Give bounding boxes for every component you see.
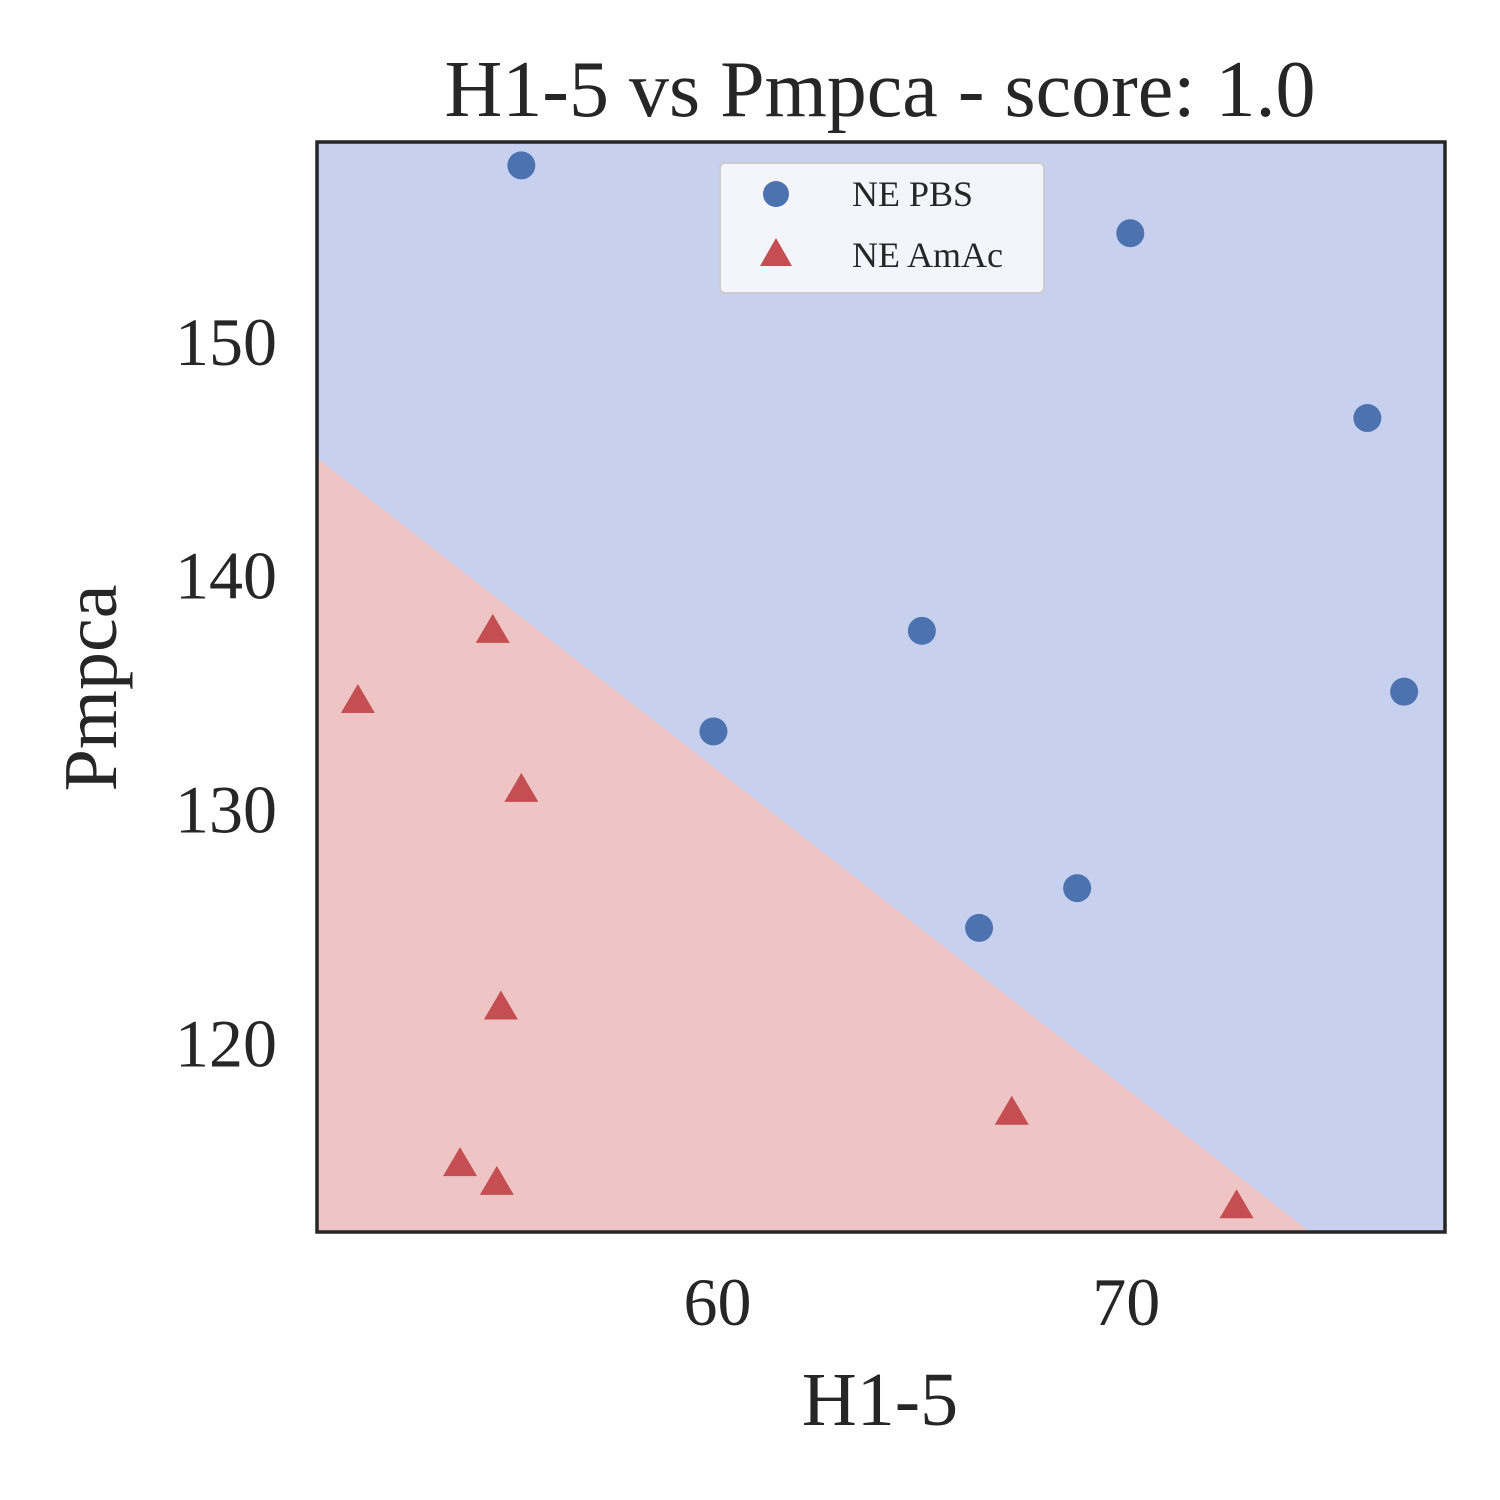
x-axis-ticks: 60 70 bbox=[684, 1264, 1161, 1340]
point-triangle-0 bbox=[340, 684, 375, 714]
chart-title: H1-5 vs Pmpca - score: 1.0 bbox=[445, 46, 1316, 134]
legend-marker-circle bbox=[763, 181, 789, 207]
plot-frame bbox=[315, 140, 1447, 1234]
y-axis-label: Pmpca bbox=[49, 585, 133, 792]
point-triangle-1 bbox=[475, 613, 510, 643]
x-tick-label-60: 60 bbox=[684, 1264, 752, 1340]
region-lower bbox=[317, 457, 1311, 1232]
y-tick-label-140: 140 bbox=[175, 538, 277, 614]
point-circle-6 bbox=[1063, 874, 1092, 903]
legend-label-series-1: NE PBS bbox=[852, 174, 973, 214]
point-triangle-2 bbox=[504, 772, 539, 802]
point-circle-2 bbox=[1353, 404, 1382, 433]
x-axis-label: H1-5 bbox=[802, 1358, 958, 1442]
point-triangle-4 bbox=[443, 1147, 478, 1177]
point-triangle-7 bbox=[1219, 1189, 1254, 1219]
legend-label-series-2: NE AmAc bbox=[852, 235, 1003, 275]
point-circle-5 bbox=[699, 717, 728, 746]
plot-area bbox=[315, 140, 1447, 1234]
x-tick-label-70: 70 bbox=[1092, 1264, 1160, 1340]
y-tick-label-120: 120 bbox=[175, 1006, 277, 1082]
point-circle-3 bbox=[1390, 677, 1419, 706]
legend-box bbox=[719, 162, 1045, 294]
y-tick-label-130: 130 bbox=[175, 772, 277, 848]
point-triangle-5 bbox=[479, 1165, 514, 1195]
point-circle-0 bbox=[507, 151, 536, 180]
data-points bbox=[340, 151, 1419, 1219]
point-circle-4 bbox=[907, 616, 936, 645]
point-circle-1 bbox=[1116, 219, 1145, 248]
legend-marker-triangle bbox=[760, 238, 792, 266]
legend: NE PBS NE AmAc bbox=[719, 162, 1045, 294]
point-circle-7 bbox=[965, 913, 994, 942]
y-axis-ticks: 120 130 140 150 bbox=[175, 304, 277, 1082]
point-triangle-3 bbox=[483, 990, 518, 1020]
point-triangle-6 bbox=[994, 1095, 1029, 1125]
y-tick-label-150: 150 bbox=[175, 304, 277, 380]
